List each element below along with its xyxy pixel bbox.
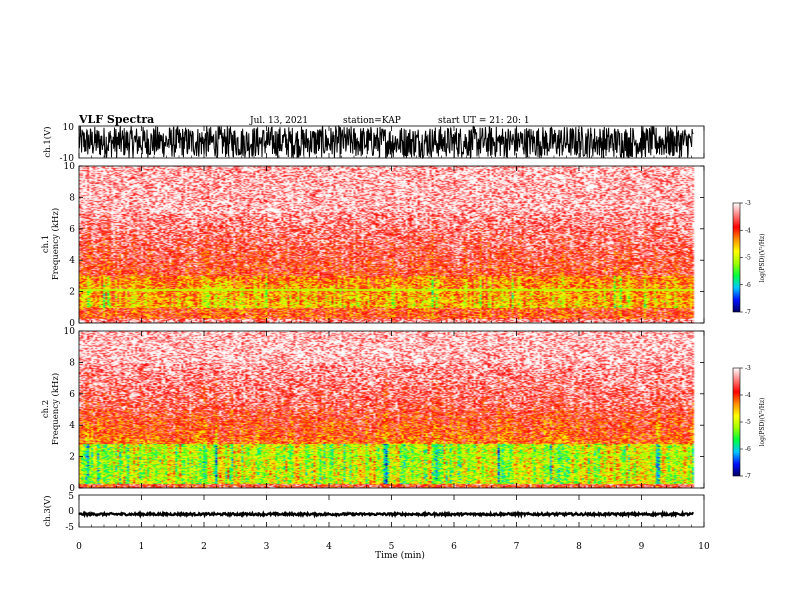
ch1-spectrogram-panel: 0 2 4 6 8 10 ch.1 Frequency (kHz): [41, 162, 705, 329]
colorbar-tick-label: -7: [745, 473, 751, 480]
xtick-label: 3: [264, 542, 270, 552]
ch3-ytick-mid: 0: [68, 507, 74, 517]
ch1-spectrogram-image: [79, 166, 704, 323]
xtick-label: 9: [639, 542, 645, 552]
ytick-label: 4: [69, 256, 75, 266]
colorbar-tick-label: -5: [745, 419, 751, 426]
colorbar-tick-label: -4: [745, 392, 751, 399]
ch1-spectrogram-ylabel-channel: ch.1: [41, 235, 51, 253]
xtick-label: 4: [326, 542, 332, 552]
ch1-ytick-bottom: -10: [60, 154, 75, 164]
ch2-colorbar-ticks: -3 -4 -5 -6 -7: [740, 365, 751, 480]
time-axis: 0 1 2 3 4 5 6 7 8 9 10: [76, 126, 710, 552]
ytick-label: 6: [69, 390, 75, 400]
ch2-colorbar-gradient: [732, 367, 741, 477]
ch2-spectrogram-panel: 0 2 4 6 8 10 ch.2 Frequency (kHz): [41, 327, 705, 494]
ch2-spectrogram-ylabel-channel: ch.2: [41, 400, 51, 418]
colorbar-tick-label: -7: [745, 309, 751, 316]
ch1-colorbar: -3 -4 -5 -6 -7 log(PSD)(V²/Hz): [732, 200, 766, 316]
ch1-colorbar-gradient: [732, 202, 741, 313]
xtick-label: 6: [451, 542, 457, 552]
ytick-label: 10: [64, 327, 76, 337]
xtick-label: 0: [76, 542, 82, 552]
colorbar-tick-label: -6: [745, 446, 751, 453]
ch1-colorbar-ticks: -3 -4 -5 -6 -7: [740, 200, 751, 316]
ytick-label: 6: [69, 225, 75, 235]
colorbar-tick-label: -4: [745, 227, 751, 234]
xtick-label: 8: [576, 542, 582, 552]
ch2-spectrogram-yticks: 0 2 4 6 8 10: [64, 327, 704, 494]
ch1-waveform-ylabel: ch.1(V): [42, 126, 53, 157]
ytick-label: 8: [69, 358, 75, 368]
colorbar-tick-label: -5: [745, 255, 751, 262]
xtick-label: 5: [389, 542, 395, 552]
ch1-ytick-top: 10: [63, 123, 75, 133]
xtick-label: 7: [514, 542, 520, 552]
ch2-spectrogram-image: [79, 331, 704, 488]
ytick-label: 0: [69, 484, 75, 494]
colorbar-tick-label: -3: [745, 365, 751, 372]
colorbar-tick-label: -6: [745, 282, 751, 289]
ch3-waveform-trace: [78, 509, 695, 519]
ch3-waveform-bg: [79, 495, 704, 527]
ytick-label: 0: [69, 319, 75, 329]
ch3-waveform-panel: 5 0 -5 ch.3(V): [42, 492, 705, 533]
ytick-label: 2: [69, 453, 75, 463]
xtick-label: 1: [139, 542, 145, 552]
ch2-colorbar: -3 -4 -5 -6 -7 log(PSD)(V²/Hz): [732, 365, 766, 480]
date-label: Jul. 13, 2021: [249, 116, 308, 126]
station-label: station=KAP: [343, 116, 401, 126]
ytick-label: 10: [64, 162, 76, 172]
start-time-label: start UT = 21: 20: 1: [438, 116, 530, 126]
ch3-waveform-ylabel: ch.3(V): [42, 495, 53, 526]
ch1-colorbar-label: log(PSD)(V²/Hz): [759, 234, 766, 283]
ch3-ytick-bottom: -5: [65, 523, 74, 533]
figure-title: VLF Spectra: [78, 113, 154, 126]
ch2-spectrogram-ylabel-frequency: Frequency (kHz): [50, 373, 61, 445]
ch2-colorbar-label: log(PSD)(V²/Hz): [759, 398, 766, 447]
ch3-ytick-top: 5: [68, 492, 74, 502]
xtick-label: 2: [201, 542, 207, 552]
time-axis-label: Time (min): [375, 550, 425, 561]
xtick-label: 10: [698, 542, 710, 552]
ch1-spectrogram-ylabel-frequency: Frequency (kHz): [50, 208, 61, 280]
colorbar-tick-label: -3: [745, 200, 751, 207]
ytick-label: 8: [69, 193, 75, 203]
ytick-label: 4: [69, 421, 75, 431]
ch1-spectrogram-yticks: 0 2 4 6 8 10: [64, 162, 704, 329]
ytick-label: 2: [69, 288, 75, 298]
